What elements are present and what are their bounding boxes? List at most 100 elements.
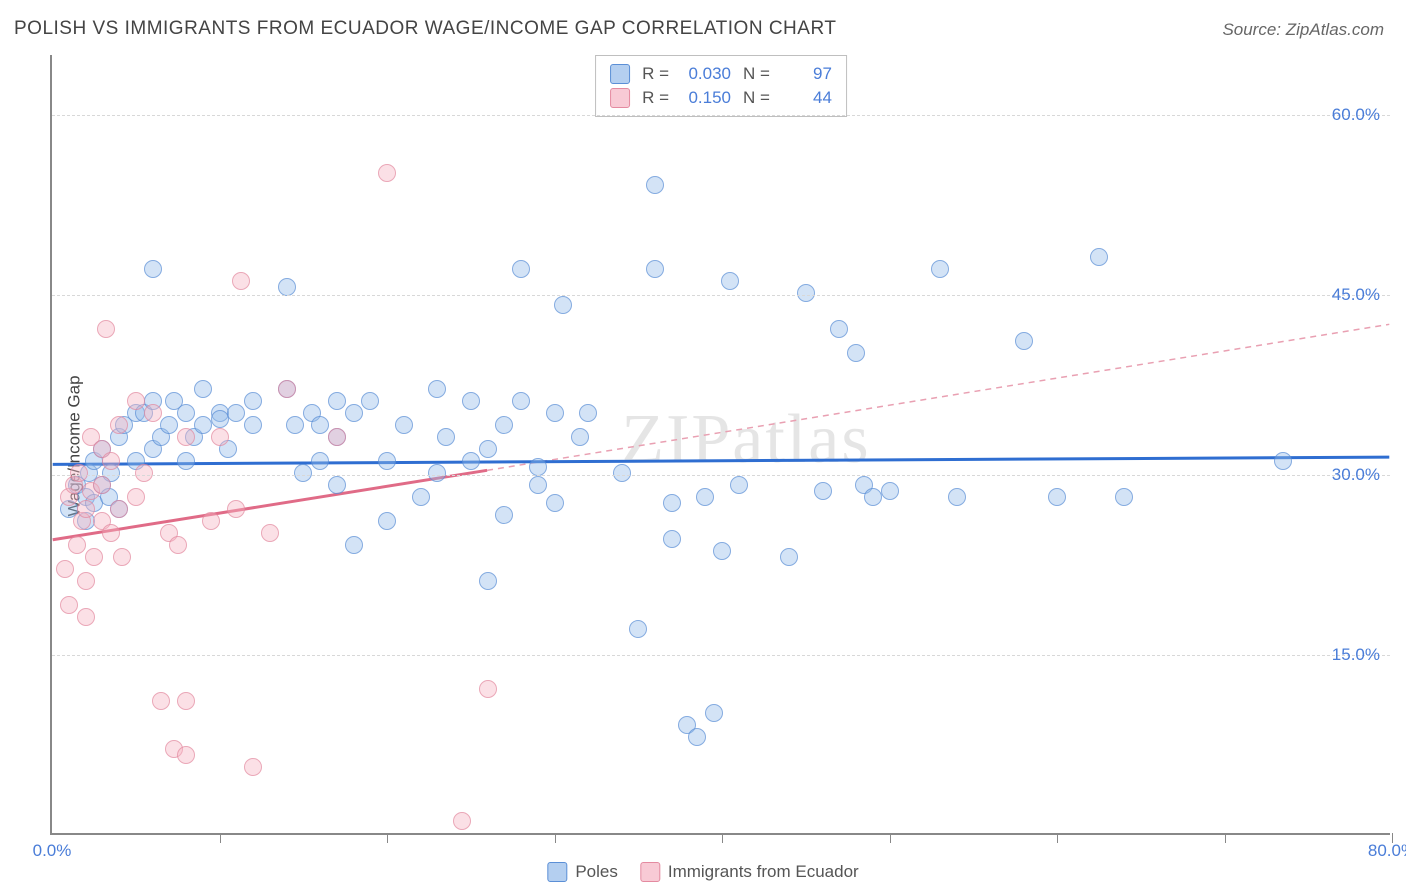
legend-label: Poles — [575, 862, 618, 882]
data-point — [361, 392, 379, 410]
data-point — [211, 410, 229, 428]
trend-line — [487, 324, 1389, 470]
watermark-text: ZIPatlas — [621, 400, 870, 480]
data-point — [328, 428, 346, 446]
data-point — [144, 404, 162, 422]
n-label: N = — [743, 62, 770, 86]
x-tick — [890, 833, 891, 843]
data-point — [579, 404, 597, 422]
data-point — [713, 542, 731, 560]
r-label: R = — [642, 62, 669, 86]
legend-item-ecuador: Immigrants from Ecuador — [640, 862, 859, 882]
data-point — [135, 464, 153, 482]
swatch-pink-icon — [610, 88, 630, 108]
data-point — [278, 380, 296, 398]
data-point — [495, 416, 513, 434]
data-point — [696, 488, 714, 506]
data-point — [232, 272, 250, 290]
data-point — [177, 746, 195, 764]
data-point — [646, 260, 664, 278]
data-point — [110, 416, 128, 434]
data-point — [1015, 332, 1033, 350]
data-point — [160, 416, 178, 434]
correlation-info-box: R = 0.030 N = 97 R = 0.150 N = 44 — [595, 55, 847, 117]
data-point — [261, 524, 279, 542]
data-point — [663, 494, 681, 512]
data-point — [864, 488, 882, 506]
x-tick — [1225, 833, 1226, 843]
x-tick — [220, 833, 221, 843]
data-point — [244, 416, 262, 434]
data-point — [311, 416, 329, 434]
data-point — [77, 608, 95, 626]
legend-label: Immigrants from Ecuador — [668, 862, 859, 882]
data-point — [830, 320, 848, 338]
data-point — [328, 476, 346, 494]
data-point — [77, 572, 95, 590]
data-point — [730, 476, 748, 494]
data-point — [931, 260, 949, 278]
data-point — [152, 692, 170, 710]
data-point — [395, 416, 413, 434]
data-point — [554, 296, 572, 314]
data-point — [688, 728, 706, 746]
data-point — [311, 452, 329, 470]
data-point — [102, 524, 120, 542]
data-point — [127, 392, 145, 410]
data-point — [479, 440, 497, 458]
data-point — [177, 404, 195, 422]
data-point — [378, 512, 396, 530]
data-point — [378, 164, 396, 182]
x-tick-label-right: 80.0% — [1368, 841, 1406, 861]
r-value-poles: 0.030 — [681, 62, 731, 86]
data-point — [797, 284, 815, 302]
data-point — [780, 548, 798, 566]
data-point — [177, 428, 195, 446]
data-point — [194, 416, 212, 434]
data-point — [93, 476, 111, 494]
x-tick-label-left: 0.0% — [33, 841, 72, 861]
y-tick-label: 45.0% — [1332, 285, 1380, 305]
data-point — [948, 488, 966, 506]
x-tick — [555, 833, 556, 843]
swatch-pink-icon — [640, 862, 660, 882]
data-point — [345, 404, 363, 422]
data-point — [278, 278, 296, 296]
y-tick-label: 15.0% — [1332, 645, 1380, 665]
data-point — [177, 692, 195, 710]
data-point — [529, 458, 547, 476]
data-point — [244, 392, 262, 410]
data-point — [512, 260, 530, 278]
data-point — [345, 536, 363, 554]
r-label: R = — [642, 86, 669, 110]
swatch-blue-icon — [610, 64, 630, 84]
data-point — [495, 506, 513, 524]
data-point — [1274, 452, 1292, 470]
y-tick-label: 60.0% — [1332, 105, 1380, 125]
data-point — [294, 464, 312, 482]
y-tick-label: 30.0% — [1332, 465, 1380, 485]
x-tick — [1057, 833, 1058, 843]
data-point — [169, 536, 187, 554]
data-point — [328, 392, 346, 410]
n-value-ecuador: 44 — [782, 86, 832, 110]
legend: Poles Immigrants from Ecuador — [547, 862, 858, 882]
data-point — [127, 488, 145, 506]
r-value-ecuador: 0.150 — [681, 86, 731, 110]
swatch-blue-icon — [547, 862, 567, 882]
data-point — [378, 452, 396, 470]
trend-line — [53, 457, 1390, 464]
data-point — [211, 428, 229, 446]
data-point — [194, 380, 212, 398]
info-row-poles: R = 0.030 N = 97 — [610, 62, 832, 86]
data-point — [629, 620, 647, 638]
data-point — [546, 494, 564, 512]
data-point — [847, 344, 865, 362]
data-point — [571, 428, 589, 446]
data-point — [412, 488, 430, 506]
data-point — [70, 464, 88, 482]
data-point — [227, 500, 245, 518]
chart-title: POLISH VS IMMIGRANTS FROM ECUADOR WAGE/I… — [14, 18, 836, 40]
data-point — [144, 260, 162, 278]
data-point — [60, 596, 78, 614]
